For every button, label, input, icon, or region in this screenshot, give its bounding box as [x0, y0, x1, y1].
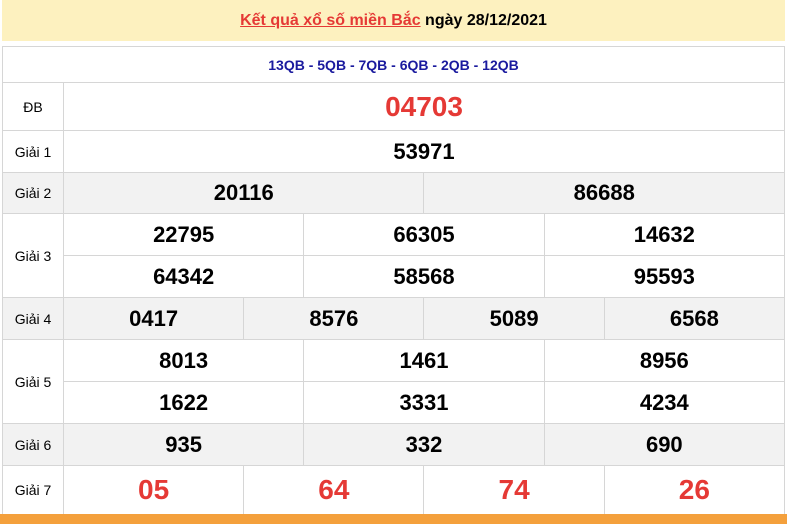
prize-number: 58568: [303, 255, 545, 298]
prize-number: 26: [603, 465, 786, 515]
prize-number: 66305: [303, 213, 545, 256]
prize-label: Giải 4: [2, 297, 64, 340]
prize-number: 64: [243, 465, 425, 515]
prize-number: 20116: [62, 172, 425, 214]
prize-number: 74: [423, 465, 605, 515]
prize-label: Giải 7: [2, 465, 64, 515]
prize-label: Giải 1: [2, 130, 64, 173]
prize-number: 14632: [543, 213, 786, 256]
results-date: ngày 28/12/2021: [420, 12, 547, 29]
prize-number: 1461: [303, 339, 545, 382]
prize-number: 22795: [62, 213, 305, 256]
prize-number: 05: [62, 465, 245, 515]
prize-number: 3331: [303, 381, 545, 424]
prize-label: Giải 6: [2, 423, 64, 466]
results-link[interactable]: Kết quả xổ số miền Bắc: [240, 12, 421, 29]
prize-number: 6568: [603, 297, 786, 340]
prize-number: 8013: [62, 339, 305, 382]
results-header: Kết quả xổ số miền Bắc ngày 28/12/2021: [2, 0, 785, 41]
prize-label: Giải 5: [2, 339, 64, 424]
prize-number: 64342: [62, 255, 305, 298]
results-table: 13QB - 5QB - 7QB - 6QB - 2QB - 12QB ĐB 04…: [2, 46, 786, 515]
prize-number: 0417: [62, 297, 245, 340]
prize-label: ĐB: [2, 82, 64, 131]
prize-number: 4234: [543, 381, 786, 424]
prize-number: 8956: [543, 339, 786, 382]
prize-number: 8576: [243, 297, 425, 340]
footer-bar: [0, 514, 787, 524]
prize-number: 86688: [423, 172, 785, 214]
prize-number: 5089: [423, 297, 605, 340]
prize-label: Giải 2: [2, 172, 64, 214]
prize-number: 1622: [62, 381, 305, 424]
prize-number: 935: [62, 423, 305, 466]
prize-number: 690: [543, 423, 786, 466]
prize-number: 332: [303, 423, 545, 466]
special-prize: 04703: [63, 82, 785, 131]
prize-number: 53971: [63, 130, 785, 173]
prize-number: 95593: [543, 255, 786, 298]
ticket-codes: 13QB - 5QB - 7QB - 6QB - 2QB - 12QB: [2, 46, 785, 83]
prize-label: Giải 3: [2, 213, 64, 298]
